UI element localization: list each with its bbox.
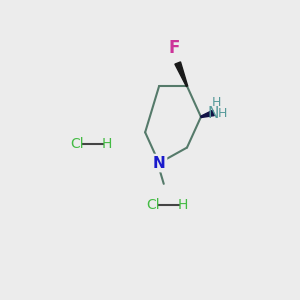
Text: H: H <box>101 137 112 151</box>
Text: Cl: Cl <box>70 137 84 151</box>
Text: H: H <box>218 107 227 120</box>
Text: H: H <box>177 198 188 212</box>
Text: Cl: Cl <box>146 198 160 212</box>
Text: N: N <box>153 155 166 170</box>
Text: H: H <box>212 96 221 109</box>
Text: N: N <box>208 106 219 121</box>
Text: F: F <box>169 39 180 57</box>
Polygon shape <box>201 110 214 118</box>
Polygon shape <box>175 62 188 86</box>
